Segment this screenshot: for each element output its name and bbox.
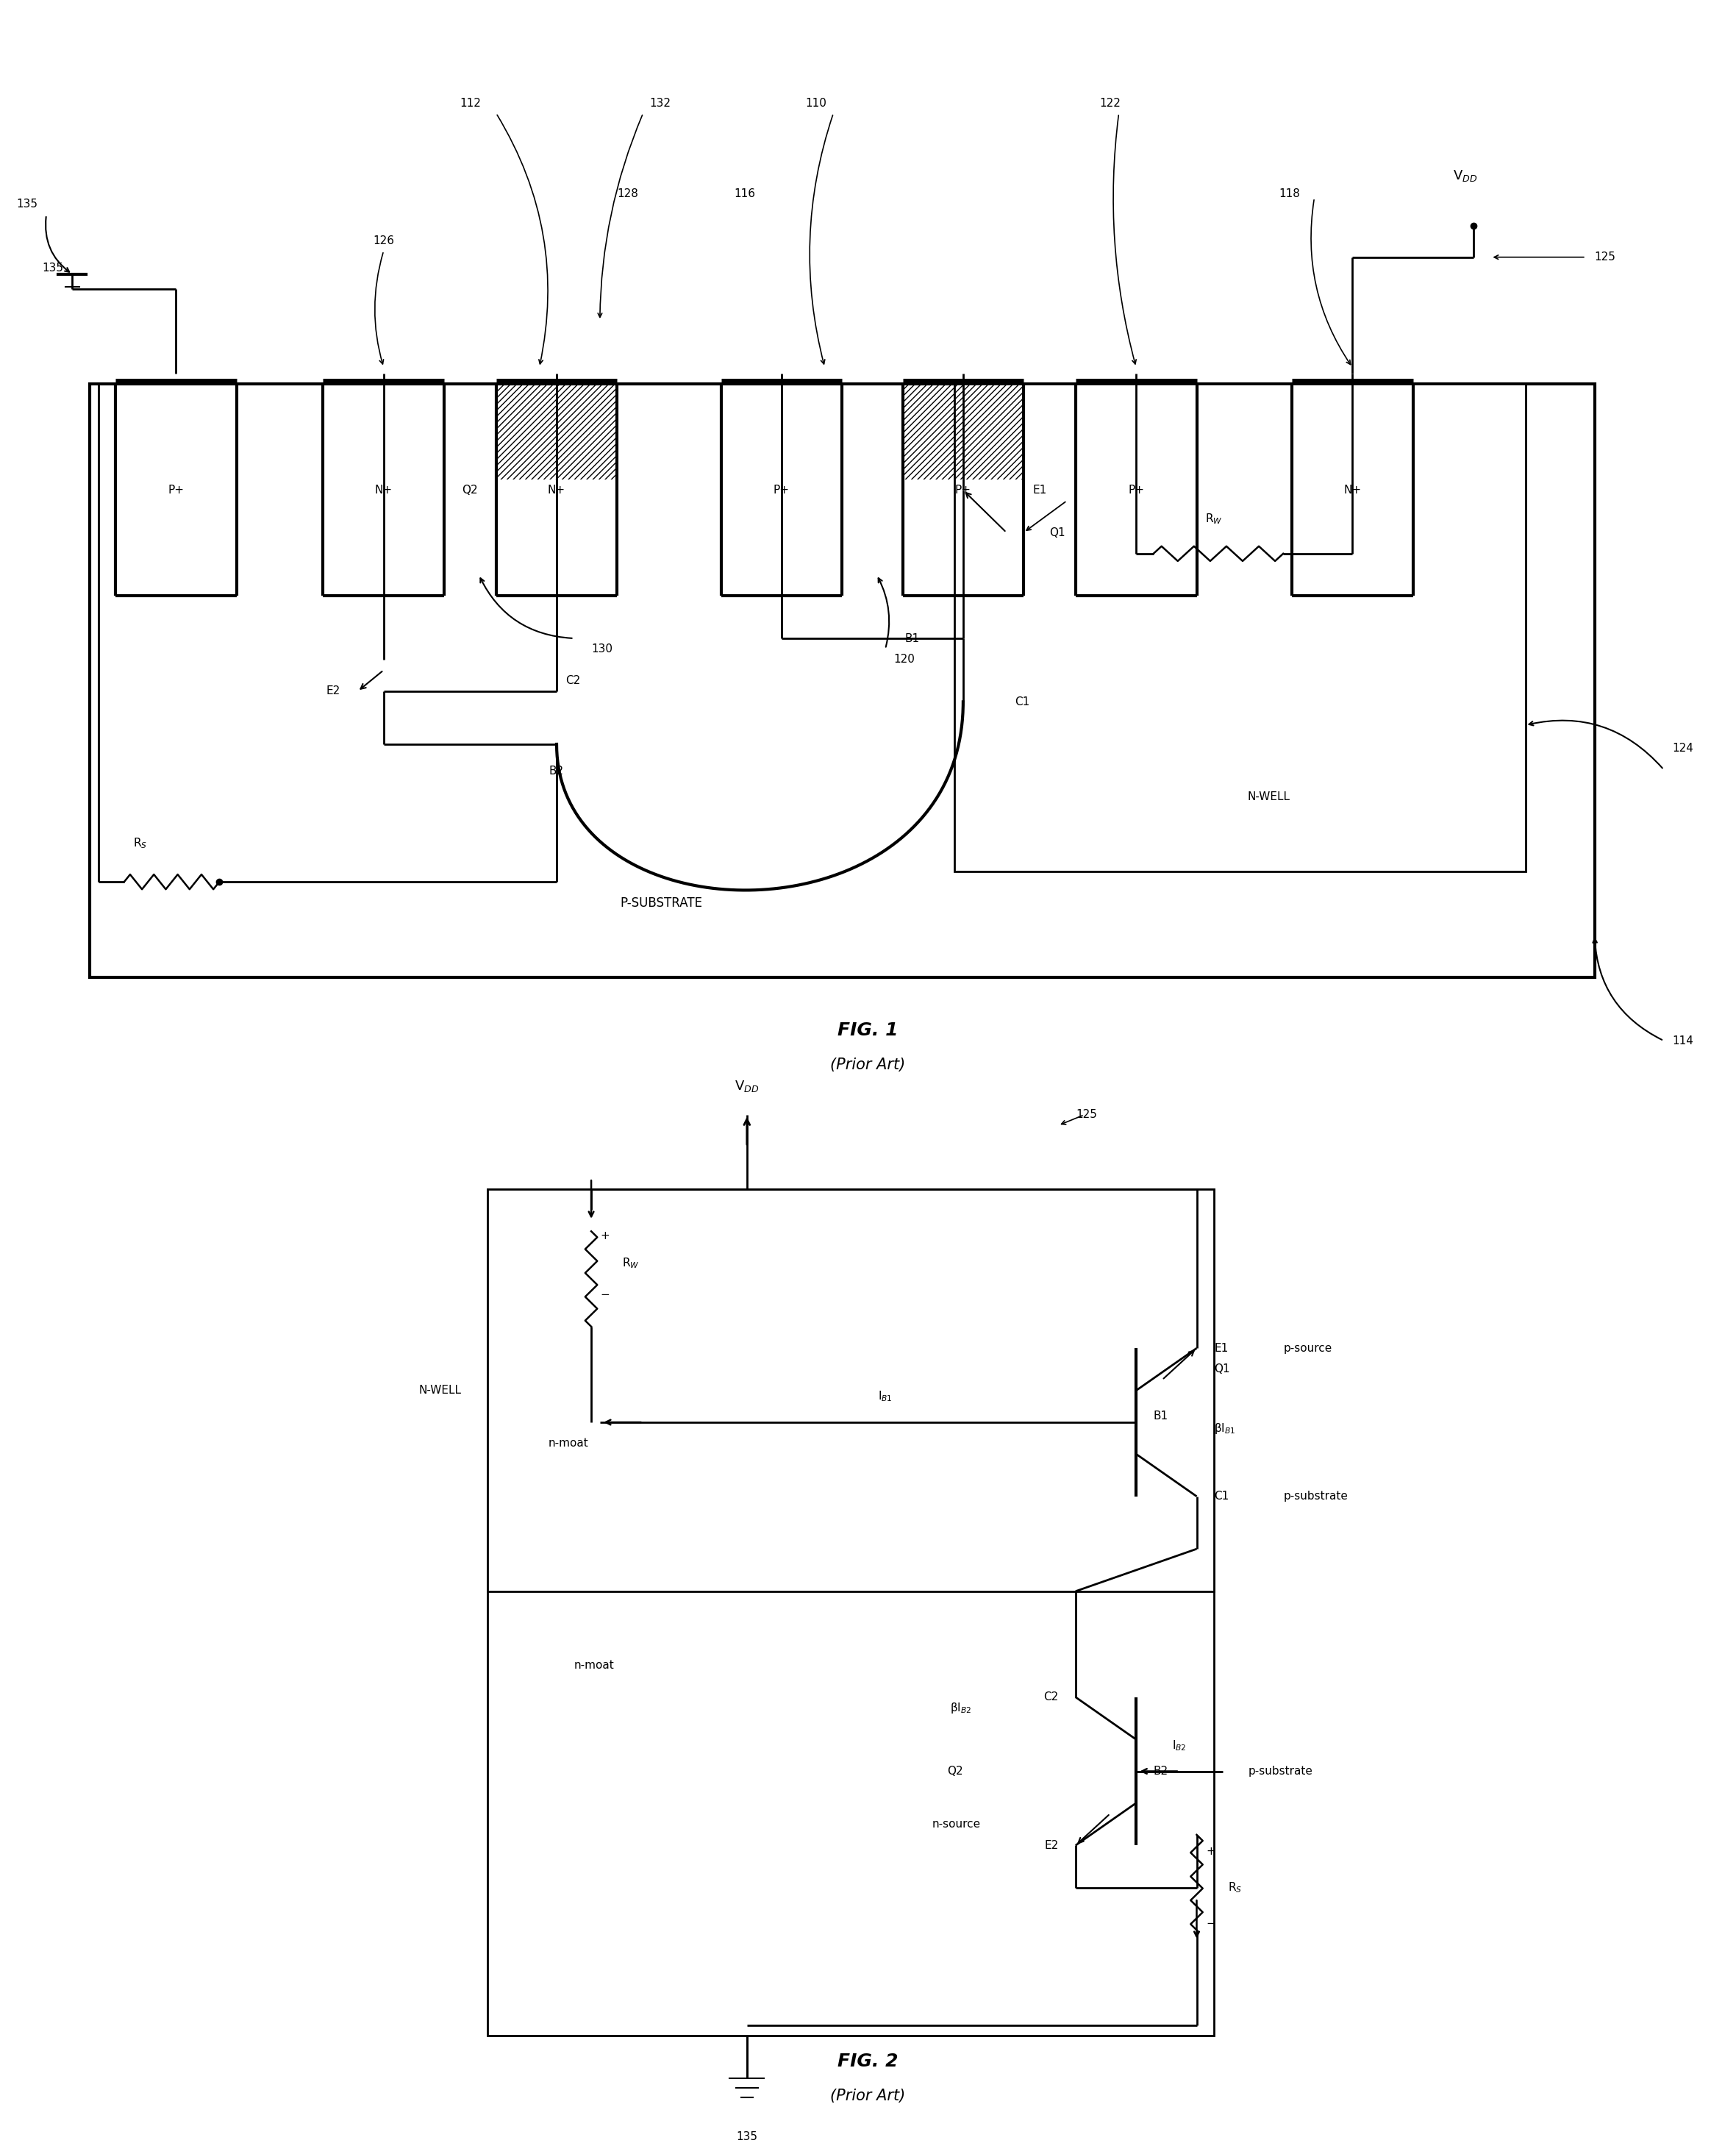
Text: N+: N+ <box>375 484 392 495</box>
Text: βI$_{B2}$: βI$_{B2}$ <box>950 1702 972 1714</box>
Text: 114: 114 <box>1672 1035 1694 1046</box>
Text: 135: 135 <box>42 261 64 274</box>
Text: Q2: Q2 <box>462 484 477 495</box>
Text: 130: 130 <box>592 643 613 654</box>
Text: 124: 124 <box>1672 744 1694 754</box>
Text: B2: B2 <box>549 765 564 776</box>
Text: +: + <box>601 1230 609 1241</box>
Text: R$_W$: R$_W$ <box>1205 512 1222 527</box>
Text: 112: 112 <box>460 99 481 109</box>
Text: n-moat: n-moat <box>549 1438 589 1449</box>
Text: C1: C1 <box>1016 696 1029 707</box>
Text: E2: E2 <box>1043 1841 1059 1852</box>
Text: Q1: Q1 <box>1213 1363 1229 1376</box>
Text: 122: 122 <box>1099 99 1121 109</box>
Text: 128: 128 <box>618 189 639 199</box>
Text: Q2: Q2 <box>948 1766 963 1777</box>
Text: B1: B1 <box>904 632 920 643</box>
Text: P+: P+ <box>168 484 184 495</box>
Text: N+: N+ <box>549 484 566 495</box>
Text: E1: E1 <box>1033 484 1047 495</box>
Text: V$_{DD}$: V$_{DD}$ <box>734 1078 759 1093</box>
Text: R$_W$: R$_W$ <box>623 1256 639 1271</box>
Text: −: − <box>1207 1918 1215 1929</box>
Text: −: − <box>601 1290 609 1301</box>
Text: C1: C1 <box>1213 1492 1229 1502</box>
Text: 110: 110 <box>806 99 826 109</box>
Text: FIG. 1: FIG. 1 <box>838 1022 898 1039</box>
Text: βI$_{B1}$: βI$_{B1}$ <box>1213 1421 1236 1436</box>
Text: 118: 118 <box>1279 189 1300 199</box>
Text: E2: E2 <box>326 686 340 696</box>
Text: +: + <box>1207 1847 1215 1858</box>
Text: N-WELL: N-WELL <box>418 1384 462 1395</box>
Text: 125: 125 <box>1595 251 1616 264</box>
Text: n-source: n-source <box>932 1819 981 1830</box>
Bar <box>90 384 1595 977</box>
Text: FIG. 2: FIG. 2 <box>838 2053 898 2070</box>
Text: B1: B1 <box>1153 1410 1168 1421</box>
Text: p-source: p-source <box>1283 1344 1332 1354</box>
Text: N+: N+ <box>1344 484 1361 495</box>
Text: (Prior Art): (Prior Art) <box>830 1059 906 1072</box>
Text: B2: B2 <box>1153 1766 1168 1777</box>
Text: E1: E1 <box>1213 1344 1227 1354</box>
Text: P-SUBSTRATE: P-SUBSTRATE <box>620 896 703 909</box>
Text: 116: 116 <box>734 189 755 199</box>
Text: I$_{B1}$: I$_{B1}$ <box>878 1389 892 1404</box>
Text: 126: 126 <box>373 236 394 246</box>
Text: 132: 132 <box>649 99 672 109</box>
Text: Q1: Q1 <box>1050 527 1066 538</box>
Text: 125: 125 <box>1076 1110 1097 1121</box>
Text: p-substrate: p-substrate <box>1283 1492 1347 1502</box>
Text: n-moat: n-moat <box>575 1661 615 1672</box>
Text: P+: P+ <box>774 484 790 495</box>
Text: 120: 120 <box>894 654 915 664</box>
Text: R$_S$: R$_S$ <box>1227 1882 1241 1894</box>
Bar <box>488 1189 1213 1592</box>
Text: (Prior Art): (Prior Art) <box>830 2089 906 2104</box>
Text: P+: P+ <box>1128 484 1144 495</box>
Text: N-WELL: N-WELL <box>1246 791 1290 804</box>
Bar <box>488 1189 1213 2036</box>
Text: C2: C2 <box>566 675 580 686</box>
Text: R$_S$: R$_S$ <box>134 836 148 851</box>
Text: 135: 135 <box>16 199 38 210</box>
Text: p-substrate: p-substrate <box>1248 1766 1312 1777</box>
Bar <box>955 384 1526 872</box>
Text: P+: P+ <box>955 484 970 495</box>
Text: C2: C2 <box>1043 1691 1059 1704</box>
Text: I$_{B2}$: I$_{B2}$ <box>1172 1738 1187 1753</box>
Text: 135: 135 <box>736 2132 757 2143</box>
Text: V$_{DD}$: V$_{DD}$ <box>1453 169 1477 182</box>
